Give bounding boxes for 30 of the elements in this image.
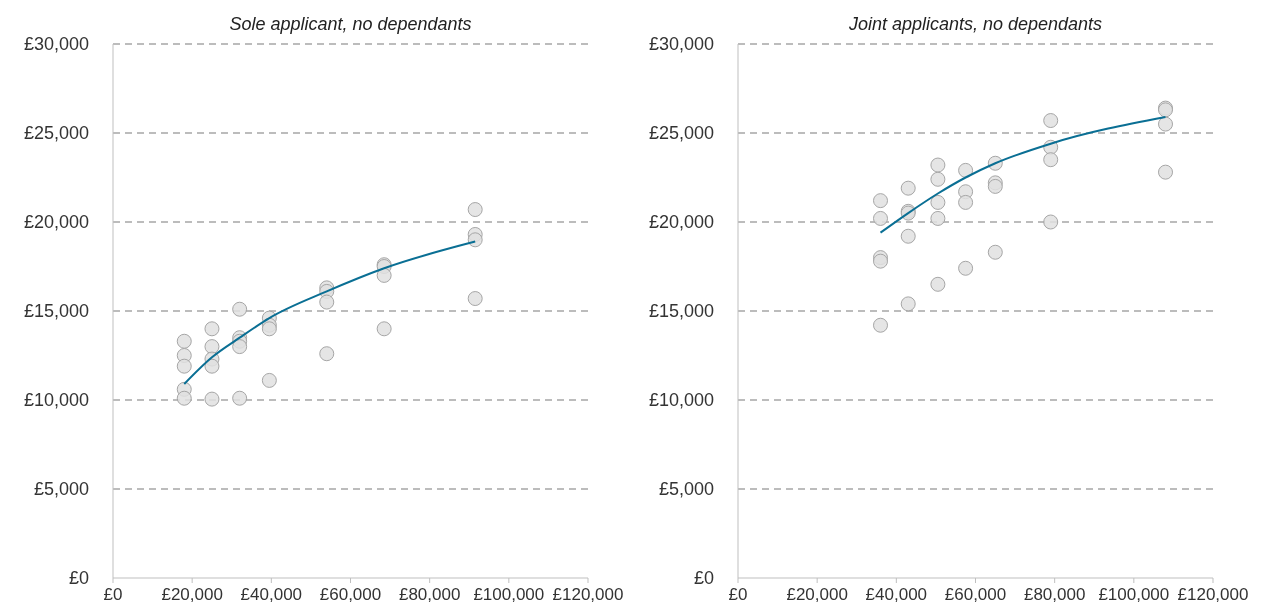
- y-tick-label: £25,000: [23, 123, 89, 143]
- y-tick-label: £0: [693, 568, 714, 588]
- x-tick-label: £80,000: [398, 585, 461, 604]
- x-tick-label: £20,000: [161, 585, 223, 604]
- x-tick-label: £60,000: [319, 585, 382, 604]
- y-tick-label: £10,000: [23, 390, 89, 410]
- x-tick-label: £120,000: [552, 585, 624, 604]
- x-tick-label: £0: [103, 585, 123, 604]
- y-tick-label: £15,000: [23, 301, 89, 321]
- x-tick-label: £40,000: [240, 585, 303, 604]
- chart-title: Sole applicant, no dependants: [229, 14, 472, 34]
- x-tick-label: £120,000: [1177, 585, 1249, 604]
- y-tick-label: £20,000: [648, 212, 714, 232]
- x-tick-label: £100,000: [1098, 585, 1170, 604]
- y-tick-label: £10,000: [648, 390, 714, 410]
- chart-title: Joint applicants, no dependants: [847, 14, 1103, 34]
- y-tick-label: £30,000: [23, 34, 89, 54]
- y-tick-label: £0: [68, 568, 89, 588]
- y-tick-label: £15,000: [648, 301, 714, 321]
- y-tick-label: £5,000: [658, 479, 714, 499]
- x-tick-label: £80,000: [1023, 585, 1086, 604]
- x-tick-label: £100,000: [473, 585, 545, 604]
- y-tick-label: £30,000: [648, 34, 714, 54]
- y-tick-label: £20,000: [23, 212, 89, 232]
- x-tick-label: £60,000: [944, 585, 1007, 604]
- x-tick-label: £40,000: [865, 585, 928, 604]
- y-tick-label: £25,000: [648, 123, 714, 143]
- x-tick-label: £0: [728, 585, 748, 604]
- x-tick-label: £20,000: [786, 585, 848, 604]
- y-tick-label: £5,000: [33, 479, 89, 499]
